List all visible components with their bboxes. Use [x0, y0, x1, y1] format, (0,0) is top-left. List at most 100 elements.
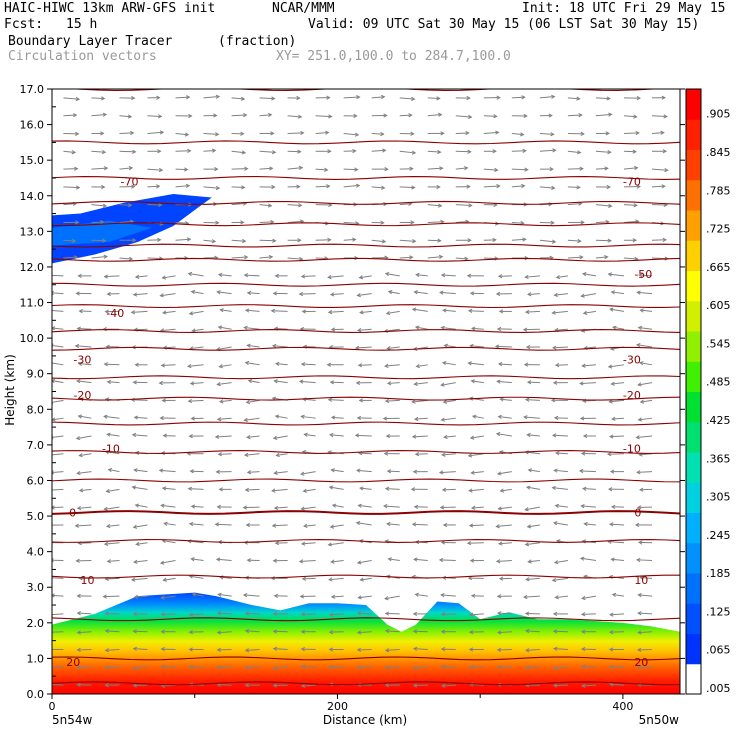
vector-shaft [218, 274, 232, 277]
vector-head [468, 629, 474, 635]
colorbar-swatch [686, 542, 701, 574]
vector-head [330, 594, 336, 599]
vector-shaft [107, 381, 120, 384]
vector-shaft [355, 346, 372, 349]
plot-area: -70 -70 -50 -40 -30 -30 -20 -20 -10 -10 0 0 10 10 20 20 [52, 89, 680, 694]
y-tick-label: 10.0 [20, 332, 45, 345]
vector-shaft [133, 524, 148, 528]
vector-head [467, 149, 472, 154]
vector-head [157, 149, 162, 154]
vector-shaft [525, 275, 540, 278]
vector-head [384, 596, 389, 601]
vector-shaft [245, 488, 260, 491]
vector-head [497, 274, 503, 279]
colorbar-swatch [686, 119, 701, 150]
vector-shaft [63, 239, 76, 242]
vector-head [188, 311, 194, 316]
vector-shaft [539, 239, 556, 243]
vector-shaft [331, 595, 344, 598]
isotherm-label: -10 [623, 442, 641, 455]
vector-shaft [468, 453, 484, 457]
vector-shaft [52, 380, 64, 384]
vector-shaft [527, 434, 540, 437]
vector-head [469, 435, 475, 440]
vector-shaft [582, 595, 597, 599]
vector-shaft [79, 453, 92, 457]
vector-head [524, 665, 530, 670]
vector-head [436, 96, 441, 101]
vector-head [411, 96, 416, 102]
vector-shaft [442, 362, 456, 366]
vector-head [76, 611, 82, 616]
vector-head [214, 132, 220, 137]
vector-head [495, 432, 501, 437]
vector-shaft [315, 239, 331, 241]
vector-head [611, 416, 616, 421]
vector-head [411, 185, 416, 190]
vector-shaft [511, 185, 525, 188]
vector-head [496, 665, 502, 670]
vector-shaft [427, 167, 443, 170]
vector-head [216, 630, 222, 635]
vector-shaft [160, 328, 176, 332]
vector-head [383, 113, 388, 118]
vector-head [104, 648, 110, 653]
colorbar-swatch [686, 663, 701, 695]
vector-head [550, 220, 555, 225]
vector-head [412, 683, 418, 688]
vector-head [553, 468, 558, 473]
vector-head [355, 183, 361, 188]
upper-tracer-core [52, 220, 152, 246]
vector-head [217, 272, 223, 277]
vector-shaft [498, 275, 512, 277]
vector-shaft [455, 204, 472, 207]
vector-shaft [245, 309, 260, 312]
vector-shaft [105, 577, 120, 580]
isotherm-line [52, 140, 680, 145]
vector-shaft [175, 132, 189, 136]
vector-head [579, 255, 584, 260]
vector-head [610, 504, 616, 509]
vector-head [161, 310, 167, 315]
vector-shaft [623, 257, 638, 260]
vector-head [437, 203, 443, 208]
vector-head [128, 256, 134, 261]
vector-shaft [217, 612, 232, 615]
vector-head [329, 432, 334, 438]
colorbar-swatch [686, 361, 701, 392]
vector-head [106, 379, 112, 385]
vector-head [134, 274, 140, 279]
vector-head [639, 308, 644, 313]
vector-head [187, 148, 192, 153]
vector-shaft [371, 239, 386, 243]
vector-head [496, 95, 501, 100]
vector-shaft [611, 558, 624, 562]
vector-shaft [427, 97, 440, 99]
vector-head [297, 238, 302, 243]
vector-shaft [497, 471, 512, 475]
vector-shaft [189, 613, 204, 616]
vector-shaft [388, 291, 400, 295]
vector-shaft [595, 256, 608, 259]
vector-head [160, 664, 166, 669]
vector-shaft [332, 504, 344, 508]
vector-head [52, 378, 56, 384]
vector-head [440, 325, 445, 330]
overlay-name: Circulation vectors [8, 49, 157, 64]
vector-head [358, 275, 364, 280]
vector-shaft [539, 96, 555, 99]
vector-shaft [595, 113, 612, 117]
vector-head [635, 130, 640, 136]
forecast-hours: 15 h [66, 17, 98, 32]
vector-head [579, 381, 584, 386]
vector-head [157, 114, 163, 119]
vector-head [216, 290, 221, 295]
vector-head [132, 380, 137, 385]
vector-shaft [175, 221, 189, 224]
vector-shaft [638, 326, 653, 330]
vector-head [638, 487, 644, 492]
vector-head [356, 560, 362, 565]
vector-shaft [468, 310, 484, 312]
vector-head [554, 503, 560, 508]
vector-head [554, 363, 560, 368]
